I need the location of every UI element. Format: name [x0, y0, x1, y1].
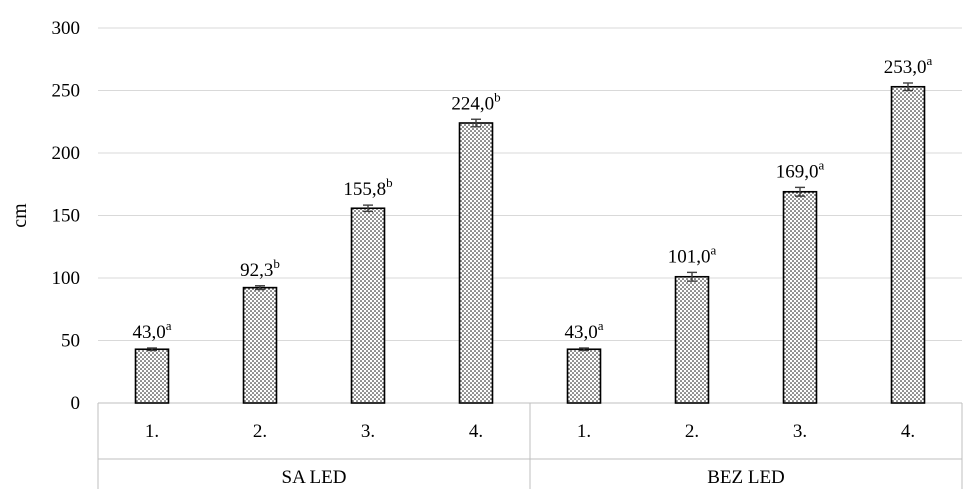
data-label: 101,0a	[668, 242, 717, 267]
y-tick-label: 200	[52, 143, 81, 164]
data-label: 43,0a	[564, 318, 603, 343]
x-tick-label: 3.	[361, 421, 375, 442]
data-label: 224,0b	[451, 89, 500, 114]
x-tick-label: 1.	[577, 421, 591, 442]
x-tick-label: 4.	[901, 421, 915, 442]
group-label: BEZ LED	[707, 467, 785, 488]
bar-1-0	[566, 348, 602, 404]
axes	[97, 402, 963, 489]
x-tick-label: 1.	[145, 421, 159, 442]
y-tick-label: 50	[61, 331, 80, 352]
x-tick-label: 2.	[685, 421, 699, 442]
data-label: 92,3b	[240, 256, 280, 281]
data-label: 253,0a	[884, 53, 933, 78]
bar-0-3	[458, 122, 494, 404]
y-tick-label: 250	[52, 81, 81, 102]
y-tick-label: 150	[52, 206, 81, 227]
gridlines	[98, 27, 962, 341]
x-tick-label: 2.	[253, 421, 267, 442]
y-axis-title: cm	[9, 203, 31, 228]
y-tick-label: 100	[52, 268, 81, 289]
data-label: 155,8b	[343, 175, 392, 200]
bar-0-2	[350, 207, 386, 404]
x-tick-label: 4.	[469, 421, 483, 442]
bar-0-1	[242, 286, 278, 404]
bar-1-1	[674, 275, 710, 404]
bars	[134, 82, 926, 404]
labels: 0 50 100 150 200 250 300 43,0a 1. 92,3b 2. 155,8b 3.…	[52, 18, 933, 488]
bar-1-2	[782, 190, 818, 404]
y-tick-label: 300	[52, 18, 81, 39]
group-label: SA LED	[282, 467, 347, 488]
data-label: 43,0a	[132, 318, 171, 343]
y-tick-label: 0	[71, 393, 81, 414]
bar-0-0	[134, 348, 170, 404]
bar-1-3	[890, 85, 926, 404]
data-label: 169,0a	[776, 157, 825, 182]
x-tick-label: 3.	[793, 421, 807, 442]
